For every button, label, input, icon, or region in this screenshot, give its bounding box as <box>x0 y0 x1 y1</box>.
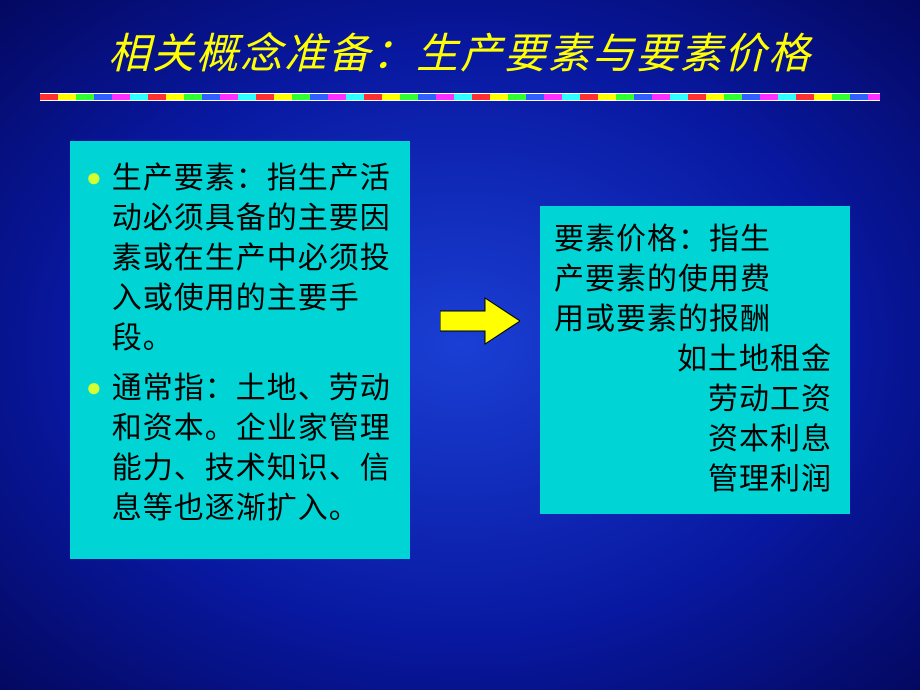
list-item: ● 生产要素：指生产活动必须具备的主要因素或在生产中必须投入或使用的主要手段。 <box>86 159 394 359</box>
text-line: 用或要素的报酬 <box>554 300 838 340</box>
left-box: ● 生产要素：指生产活动必须具备的主要因素或在生产中必须投入或使用的主要手段。 … <box>70 141 410 559</box>
list-item: ● 通常指：土地、劳动和资本。企业家管理能力、技术知识、信息等也逐渐扩入。 <box>86 369 394 529</box>
right-text: 要素价格：指生 产要素的使用费 用或要素的报酬 如土地租金 劳动工资 资本利息 … <box>554 220 838 500</box>
title-divider <box>40 93 880 101</box>
text-line: 产要素的使用费 <box>554 260 838 300</box>
right-box: 要素价格：指生 产要素的使用费 用或要素的报酬 如土地租金 劳动工资 资本利息 … <box>540 206 850 514</box>
text-line: 资本利息 <box>554 420 838 460</box>
bullet-text: 生产要素：指生产活动必须具备的主要因素或在生产中必须投入或使用的主要手段。 <box>112 159 394 359</box>
text-line: 管理利润 <box>554 460 838 500</box>
text-line: 要素价格：指生 <box>554 220 838 260</box>
text-line: 如土地租金 <box>554 340 838 380</box>
bullet-icon: ● <box>86 369 102 529</box>
content-area: ● 生产要素：指生产活动必须具备的主要因素或在生产中必须投入或使用的主要手段。 … <box>0 101 920 661</box>
text-line: 劳动工资 <box>554 380 838 420</box>
bullet-text: 通常指：土地、劳动和资本。企业家管理能力、技术知识、信息等也逐渐扩入。 <box>112 369 394 529</box>
arrow-icon <box>440 296 520 346</box>
page-title: 相关概念准备：生产要素与要素价格 <box>0 0 920 81</box>
bullet-icon: ● <box>86 159 102 359</box>
